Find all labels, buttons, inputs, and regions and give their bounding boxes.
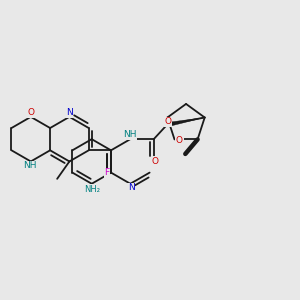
Text: O: O <box>28 108 34 117</box>
Text: O: O <box>164 117 172 126</box>
Text: N: N <box>128 183 135 192</box>
Text: N: N <box>66 108 73 117</box>
Text: F: F <box>104 168 109 177</box>
Text: O: O <box>152 157 159 166</box>
Text: O: O <box>176 136 183 145</box>
Text: NH₂: NH₂ <box>84 184 100 194</box>
Text: NH: NH <box>23 161 37 170</box>
Text: NH: NH <box>123 130 136 139</box>
Polygon shape <box>167 118 205 127</box>
